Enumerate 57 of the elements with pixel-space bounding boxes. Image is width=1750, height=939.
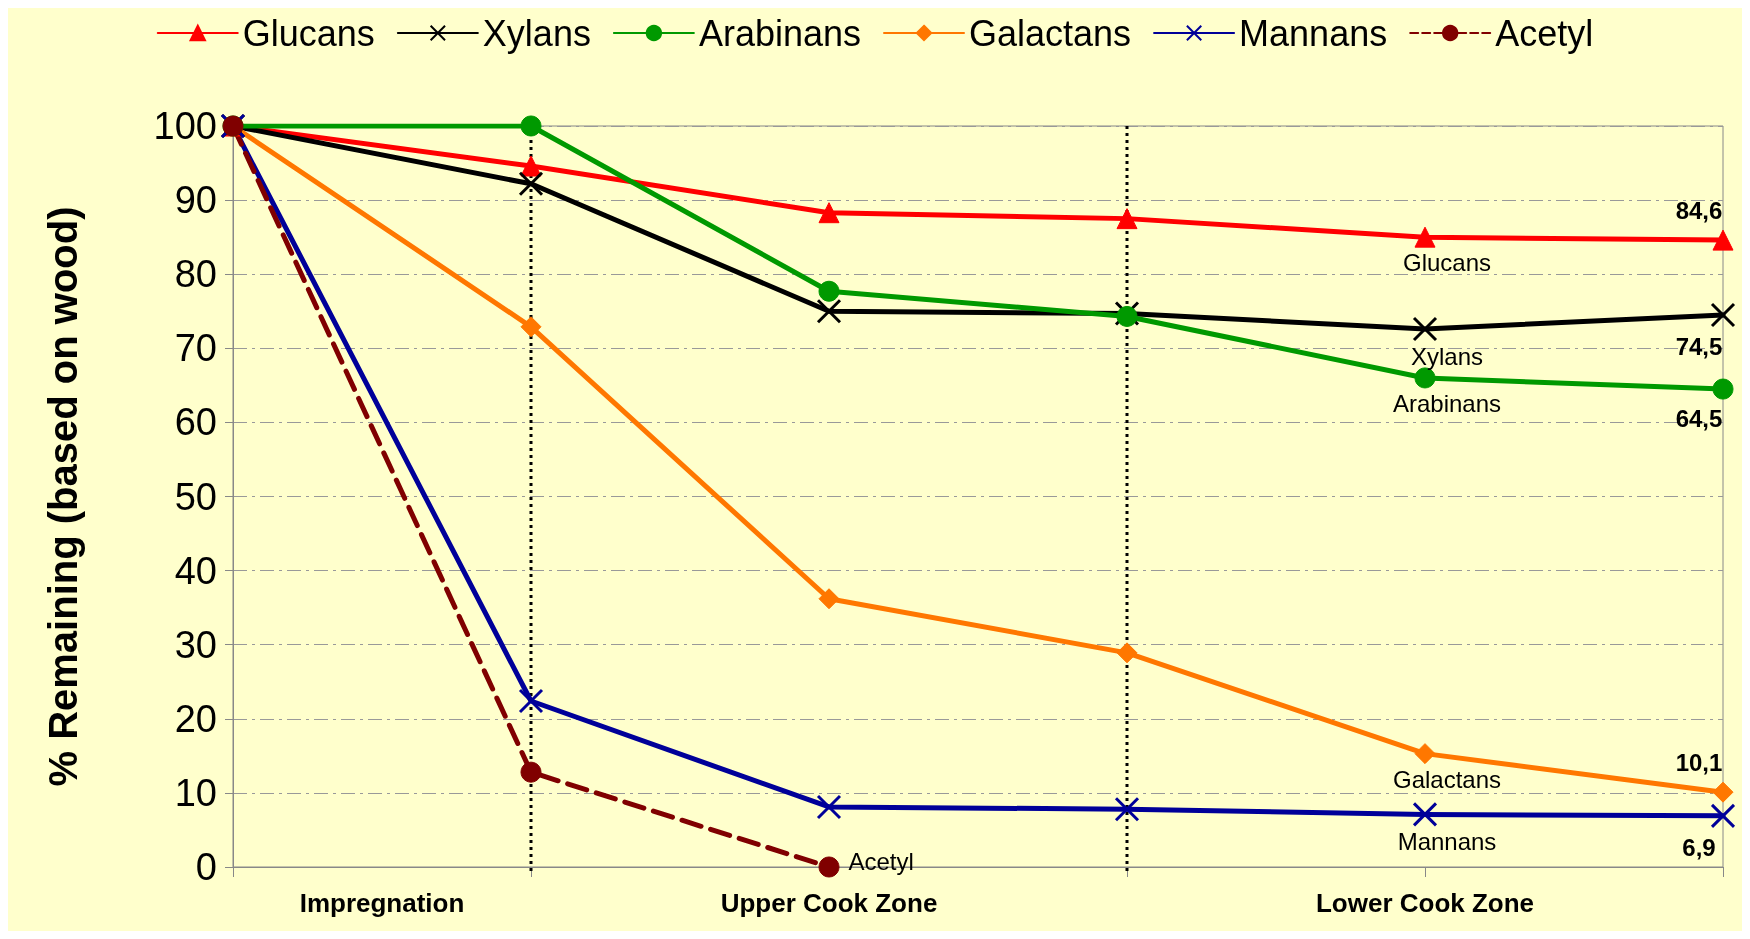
y-axis-title: % Remaining (based on wood) [41,206,85,787]
point [1712,229,1734,251]
point [818,588,840,610]
text: Acetyl [848,847,914,875]
point [520,155,542,177]
point [818,856,840,878]
data-label: 74,5 [1675,332,1723,360]
legend-label: Xylans [482,12,591,54]
point [1412,801,1438,827]
point [816,794,842,820]
legend-label: Acetyl [1495,12,1594,54]
point [520,316,542,338]
point [520,115,542,137]
point [1412,316,1438,342]
legend-label: Glucans [242,12,375,54]
data-label: 64,5 [1675,405,1723,433]
data-label: 10,1 [1675,749,1723,777]
point [518,171,544,197]
text: Mannans [1397,828,1497,856]
y-tick-label: 50 [174,475,217,518]
data-label: 6,9 [1682,833,1716,861]
point [1712,781,1734,803]
text: Xylans [1410,343,1484,371]
point [1414,226,1436,248]
y-tick-label: 40 [174,549,217,592]
point [816,298,842,324]
point [1710,803,1736,829]
text: Glucans [1402,249,1492,277]
y-tick-label: 10 [174,771,217,814]
point [818,202,840,224]
point [1116,208,1138,230]
y-tick-label: 100 [153,105,217,147]
point [1414,743,1436,765]
y-tick-label: 20 [174,697,217,740]
point [818,280,840,302]
point [1710,302,1736,328]
text: Upper Cook Zone [720,888,938,918]
legend-label: Galactans [969,12,1132,54]
data-label: 84,6 [1675,197,1723,225]
legend-label: Arabinans [698,12,862,54]
point [518,688,544,714]
point [1712,378,1734,400]
y-tick-label: 90 [174,179,217,222]
point [520,761,542,783]
text: Lower Cook Zone [1315,888,1535,918]
point [1116,642,1138,664]
text: Galactans [1392,765,1502,793]
legend-label: Mannans [1239,12,1388,54]
y-tick-label: 70 [174,327,217,370]
point [1116,305,1138,327]
point [1114,796,1140,822]
y-tick-label: 0 [195,846,217,888]
y-tick-label: 60 [174,401,217,444]
y-tick-label: 30 [174,623,217,666]
y-tick-label: 80 [174,253,217,296]
text: Impregnation [299,888,465,918]
text: Arabinans [1392,389,1502,417]
